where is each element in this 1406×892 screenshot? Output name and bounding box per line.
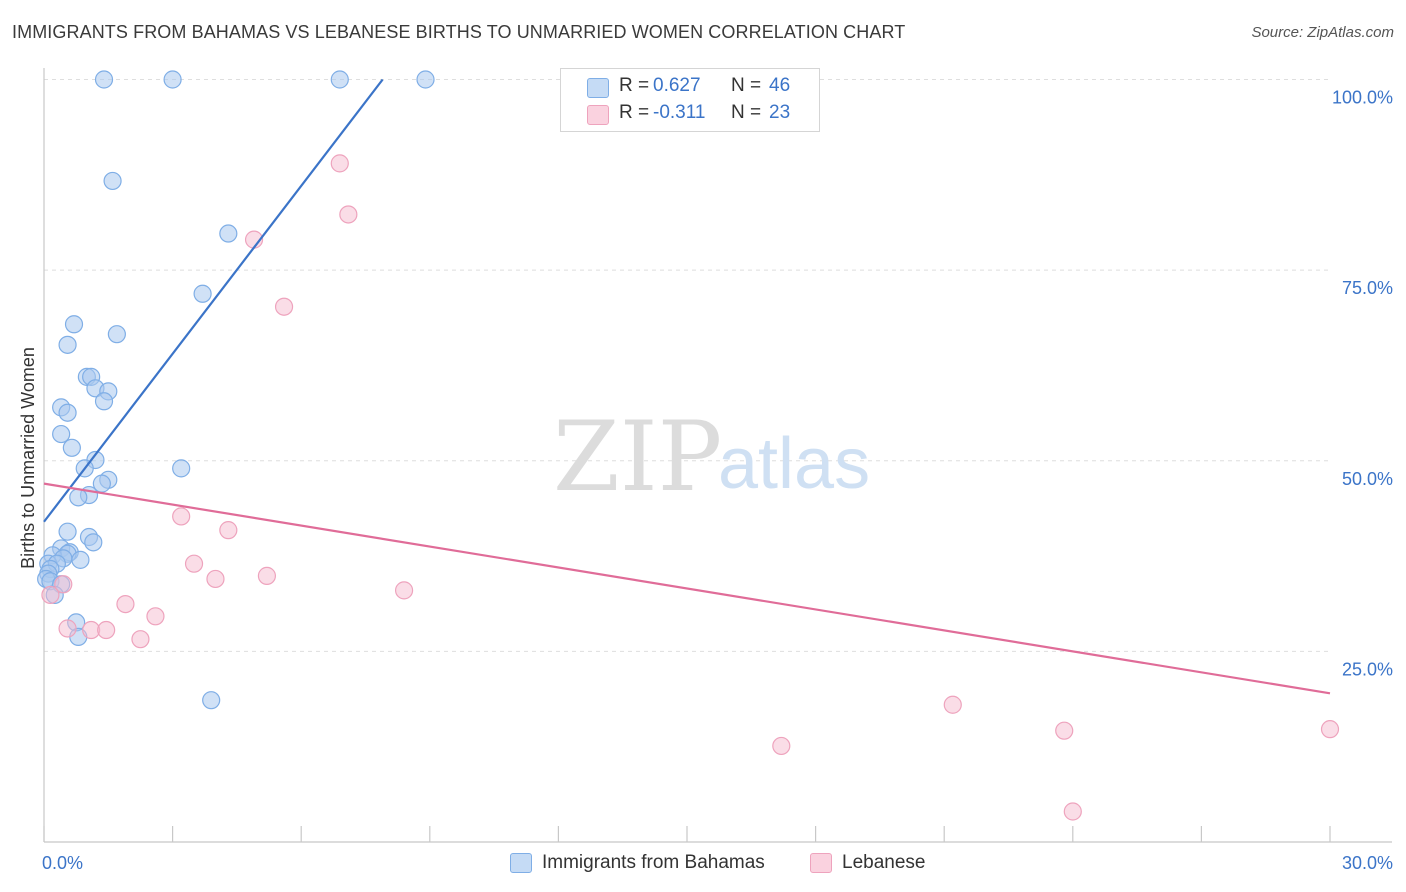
lebanese-point [1063, 802, 1082, 821]
lebanese-point [772, 736, 791, 756]
bahamas-point [219, 224, 238, 243]
bahamas-swatch [587, 78, 609, 98]
y-tick-label: 50.0% [1342, 469, 1393, 489]
r-value: 0.627 [653, 75, 701, 96]
bahamas-point [163, 70, 182, 89]
lebanese-point [146, 607, 165, 626]
bahamas-point [94, 392, 114, 411]
bahamas-point [94, 70, 114, 89]
bahamas-point [64, 315, 84, 334]
lebanese-point [257, 566, 277, 585]
y-tick-label: 25.0% [1342, 659, 1393, 679]
lebanese-point [1320, 720, 1340, 739]
bahamas-point [58, 335, 77, 354]
gridlines [44, 79, 1330, 652]
lebanese-point [172, 507, 191, 526]
y-tick-labels: 25.0% 50.0% 75.0% 100.0% [1332, 88, 1393, 680]
bahamas-point [172, 459, 191, 478]
lebanese-point [184, 554, 204, 573]
watermark-atlas: atlas [718, 424, 870, 504]
n-label: N = [731, 102, 762, 123]
lebanese-point [206, 569, 225, 589]
bahamas-point [52, 424, 71, 444]
bahamas-point [107, 325, 126, 344]
bahamas-point [193, 284, 212, 303]
lebanese-swatch [587, 105, 609, 125]
data-points [37, 70, 1340, 821]
y-axis-label: Births to Unmarried Women [18, 347, 38, 569]
chart-title: IMMIGRANTS FROM BAHAMAS VS LEBANESE BIRT… [12, 22, 906, 42]
bahamas-point [58, 403, 77, 422]
x-tick-label: 0.0% [42, 853, 83, 873]
y-tick-label: 75.0% [1342, 278, 1393, 298]
bahamas-point [416, 70, 435, 89]
r-label: R = [619, 75, 650, 96]
legend-label: Lebanese [842, 852, 926, 873]
stats-box: R = 0.627 N = 46 R = -0.311 N = 23 [560, 68, 820, 132]
trendlines [43, 78, 1331, 695]
r-value: -0.311 [653, 102, 706, 123]
lebanese-point [330, 154, 349, 173]
lebanese-point [116, 594, 135, 614]
source-credit: Source: ZipAtlas.com [1251, 24, 1394, 41]
lebanese-point [131, 630, 150, 649]
x-tick-label: 30.0% [1342, 853, 1393, 873]
lebanese-point [54, 575, 73, 594]
lebanese-legend-swatch [810, 853, 832, 873]
n-label: N = [731, 75, 762, 96]
n-value: 23 [769, 102, 791, 123]
lebanese-point [394, 581, 414, 600]
lebanese-point [41, 585, 60, 605]
bahamas-point [103, 171, 122, 191]
bahamas-point [62, 438, 81, 457]
bahamas-legend-swatch [510, 853, 532, 873]
lebanese-point [1055, 721, 1074, 740]
bahamas-point [58, 522, 77, 541]
lebanese-point [219, 521, 238, 540]
legend-label: Immigrants from Bahamas [542, 852, 765, 873]
axes [43, 68, 1392, 843]
bahamas-point [71, 550, 90, 569]
r-label: R = [619, 102, 650, 123]
lebanese-point [274, 297, 294, 316]
lebanese-point [97, 620, 116, 640]
lebanese-point [943, 695, 962, 714]
y-tick-label: 100.0% [1332, 88, 1393, 108]
bahamas-trendline [43, 78, 384, 523]
bahamas-point [84, 533, 103, 552]
lebanese-trendline [43, 482, 1331, 695]
watermark-zip: ZIP [553, 401, 722, 513]
n-value: 46 [769, 75, 791, 96]
bahamas-point [69, 488, 88, 507]
lebanese-point [58, 619, 77, 638]
bahamas-point [202, 691, 221, 710]
x-tick-labels: 0.0% 30.0% [42, 853, 1393, 873]
bahamas-point [330, 70, 349, 89]
lebanese-point [339, 205, 358, 224]
